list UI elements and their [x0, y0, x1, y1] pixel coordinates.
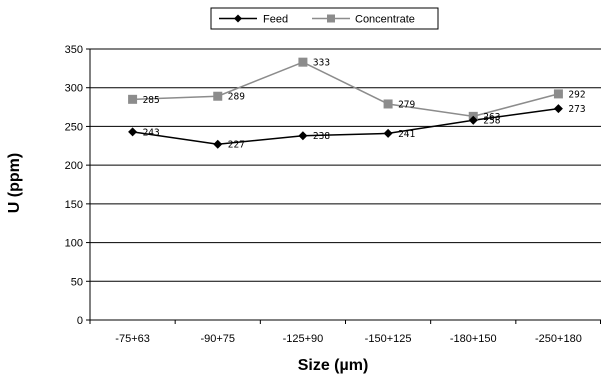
y-tick-label: 200: [65, 160, 83, 172]
feed-data-label: 227: [228, 140, 245, 151]
y-tick-label: 150: [65, 199, 83, 211]
concentrate-data-label: 279: [398, 99, 415, 110]
feed-data-label: 238: [313, 131, 330, 142]
feed-marker: [553, 104, 563, 114]
legend-concentrate-marker: [327, 14, 335, 23]
x-axis-title: Size (µm): [298, 357, 369, 374]
x-tick-labels: -75+63 -90+75 -125+90 -150+125 -180+150 -250+…: [115, 333, 582, 345]
feed-marker: [213, 139, 223, 149]
concentrate-marker: [383, 99, 393, 109]
feed-data-label: 241: [398, 129, 415, 140]
series-line-feed: [132, 107, 559, 145]
legend-concentrate-label: Concentrate: [355, 14, 415, 26]
feed-data-label: 273: [568, 104, 585, 115]
feed-marker: [298, 131, 308, 141]
series-lines: [132, 61, 559, 145]
concentrate-data-label: 285: [143, 95, 160, 106]
y-tick-label: 50: [71, 276, 83, 288]
x-tick-label: -75+63: [115, 333, 150, 345]
concentrate-data-label: 292: [568, 89, 585, 100]
y-tick-label: 350: [65, 44, 83, 56]
series-line-concentrate: [132, 61, 559, 118]
feed-data-label: 258: [483, 116, 500, 127]
feed-marker: [468, 115, 478, 125]
concentrate-marker: [213, 91, 223, 101]
y-tick-label: 100: [65, 238, 83, 250]
feed-marker: [383, 128, 393, 138]
concentrate-data-label: 333: [313, 58, 330, 69]
concentrate-data-label: 289: [228, 92, 245, 103]
legend: Feed Concentrate: [210, 7, 439, 30]
data-labels: 285 289 333 279 263 292 243 227 238 241 258 273: [143, 58, 586, 151]
concentrate-marker: [553, 89, 563, 99]
x-tick-label: -250+180: [535, 333, 582, 345]
y-axis-title: U (ppm): [6, 153, 23, 213]
y-tick-label: 250: [65, 121, 83, 133]
feed-data-label: 243: [143, 127, 160, 138]
x-tick-label: -180+150: [450, 333, 497, 345]
feed-marker: [128, 127, 138, 137]
y-tick-label: 0: [77, 315, 83, 327]
axes: [86, 48, 601, 324]
concentrate-marker: [128, 94, 138, 104]
concentrate-marker: [298, 57, 308, 67]
x-tick-label: -150+125: [365, 333, 412, 345]
legend-feed-marker: [234, 14, 242, 23]
concentrate-data-label: 263: [483, 112, 500, 123]
gridlines: [90, 48, 601, 282]
x-tick-label: -90+75: [200, 333, 235, 345]
legend-feed-label: Feed: [263, 14, 288, 26]
y-tick-label: 300: [65, 83, 83, 95]
x-tick-label: -125+90: [283, 333, 324, 345]
y-tick-labels: 0 50 100 150 200 250 300 350: [65, 44, 83, 327]
markers: [128, 57, 563, 149]
